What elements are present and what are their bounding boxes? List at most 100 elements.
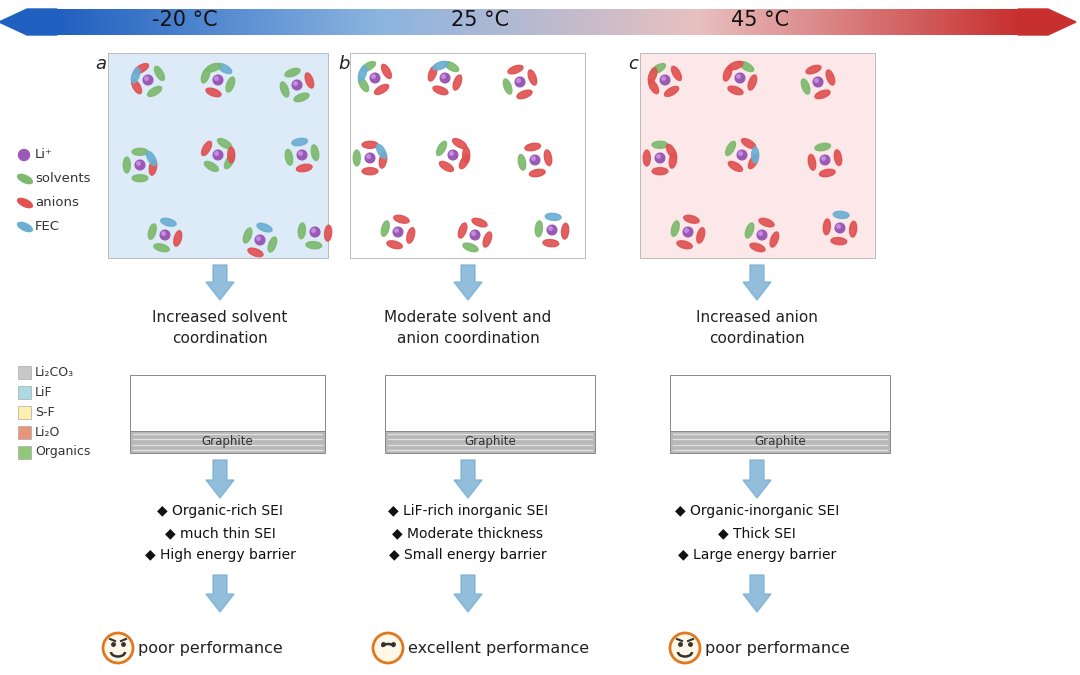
Bar xyxy=(670,431,890,453)
Ellipse shape xyxy=(407,227,415,243)
Ellipse shape xyxy=(17,174,32,184)
Bar xyxy=(130,431,325,453)
Ellipse shape xyxy=(752,147,759,163)
Circle shape xyxy=(737,75,740,78)
Ellipse shape xyxy=(440,161,454,171)
Ellipse shape xyxy=(257,223,272,232)
FancyBboxPatch shape xyxy=(108,53,328,258)
Circle shape xyxy=(137,162,140,165)
Circle shape xyxy=(372,75,375,78)
Ellipse shape xyxy=(545,213,561,221)
Ellipse shape xyxy=(429,66,437,81)
Polygon shape xyxy=(206,460,234,498)
Ellipse shape xyxy=(387,241,402,248)
Ellipse shape xyxy=(154,66,164,80)
Ellipse shape xyxy=(379,153,387,168)
Ellipse shape xyxy=(206,63,221,72)
Circle shape xyxy=(670,633,700,663)
Text: ◆ much thin SEI: ◆ much thin SEI xyxy=(164,526,275,540)
Ellipse shape xyxy=(311,145,319,161)
Ellipse shape xyxy=(248,248,264,256)
Ellipse shape xyxy=(748,75,757,90)
Ellipse shape xyxy=(823,219,831,235)
Circle shape xyxy=(441,73,450,83)
Ellipse shape xyxy=(377,144,387,159)
Text: LiF: LiF xyxy=(35,385,53,398)
Circle shape xyxy=(257,237,260,240)
Ellipse shape xyxy=(742,138,756,148)
Ellipse shape xyxy=(132,175,148,182)
Ellipse shape xyxy=(268,237,276,252)
Circle shape xyxy=(448,150,458,160)
Ellipse shape xyxy=(458,223,467,238)
Circle shape xyxy=(656,153,665,163)
Text: ◆ Moderate thickness: ◆ Moderate thickness xyxy=(392,526,543,540)
Text: b: b xyxy=(338,55,349,73)
Text: ◆ Organic-inorganic SEI: ◆ Organic-inorganic SEI xyxy=(675,504,839,518)
Ellipse shape xyxy=(134,63,148,74)
Ellipse shape xyxy=(149,159,157,175)
Ellipse shape xyxy=(808,155,815,170)
Bar xyxy=(18,426,31,439)
Text: Graphite: Graphite xyxy=(754,435,806,448)
Ellipse shape xyxy=(651,63,665,74)
Circle shape xyxy=(18,149,29,161)
Circle shape xyxy=(548,225,557,235)
Ellipse shape xyxy=(359,78,368,92)
Ellipse shape xyxy=(670,153,677,168)
Ellipse shape xyxy=(834,211,849,219)
Bar xyxy=(18,446,31,459)
Circle shape xyxy=(739,152,742,155)
Text: Increased anion
coordination: Increased anion coordination xyxy=(697,310,818,346)
Text: c: c xyxy=(627,55,638,73)
Ellipse shape xyxy=(285,149,293,165)
Ellipse shape xyxy=(834,150,841,165)
Ellipse shape xyxy=(508,65,523,74)
Bar xyxy=(130,375,325,431)
Polygon shape xyxy=(743,575,771,612)
Ellipse shape xyxy=(226,77,234,92)
Text: ◆ Large energy barrier: ◆ Large energy barrier xyxy=(678,548,836,562)
Circle shape xyxy=(160,230,170,240)
Ellipse shape xyxy=(649,80,659,94)
Text: 45 °C: 45 °C xyxy=(731,10,789,30)
Ellipse shape xyxy=(204,161,218,171)
Ellipse shape xyxy=(353,150,361,166)
Circle shape xyxy=(215,152,218,155)
Ellipse shape xyxy=(445,61,459,72)
Circle shape xyxy=(530,155,540,165)
Bar xyxy=(18,406,31,419)
Ellipse shape xyxy=(726,141,735,155)
Ellipse shape xyxy=(292,138,308,146)
Circle shape xyxy=(367,155,370,158)
Ellipse shape xyxy=(525,143,540,151)
Text: poor performance: poor performance xyxy=(705,641,850,655)
Circle shape xyxy=(814,79,819,82)
Text: Li₂O: Li₂O xyxy=(35,425,60,439)
Polygon shape xyxy=(743,460,771,498)
Ellipse shape xyxy=(132,148,148,155)
Circle shape xyxy=(516,79,521,82)
Circle shape xyxy=(213,150,222,160)
Ellipse shape xyxy=(672,66,681,80)
Ellipse shape xyxy=(306,73,313,88)
Ellipse shape xyxy=(648,68,657,83)
Ellipse shape xyxy=(518,155,526,170)
Ellipse shape xyxy=(728,161,742,171)
Circle shape xyxy=(757,230,767,240)
Circle shape xyxy=(213,75,222,85)
Ellipse shape xyxy=(528,70,537,85)
Ellipse shape xyxy=(298,223,306,239)
Circle shape xyxy=(293,80,301,90)
Ellipse shape xyxy=(123,157,131,173)
Circle shape xyxy=(657,155,660,158)
Ellipse shape xyxy=(294,93,309,102)
Ellipse shape xyxy=(381,64,391,78)
Ellipse shape xyxy=(161,218,176,226)
Circle shape xyxy=(531,157,536,160)
Ellipse shape xyxy=(297,164,312,171)
Circle shape xyxy=(835,223,845,233)
Circle shape xyxy=(294,82,297,85)
Ellipse shape xyxy=(225,155,234,169)
Text: anions: anions xyxy=(35,196,79,209)
